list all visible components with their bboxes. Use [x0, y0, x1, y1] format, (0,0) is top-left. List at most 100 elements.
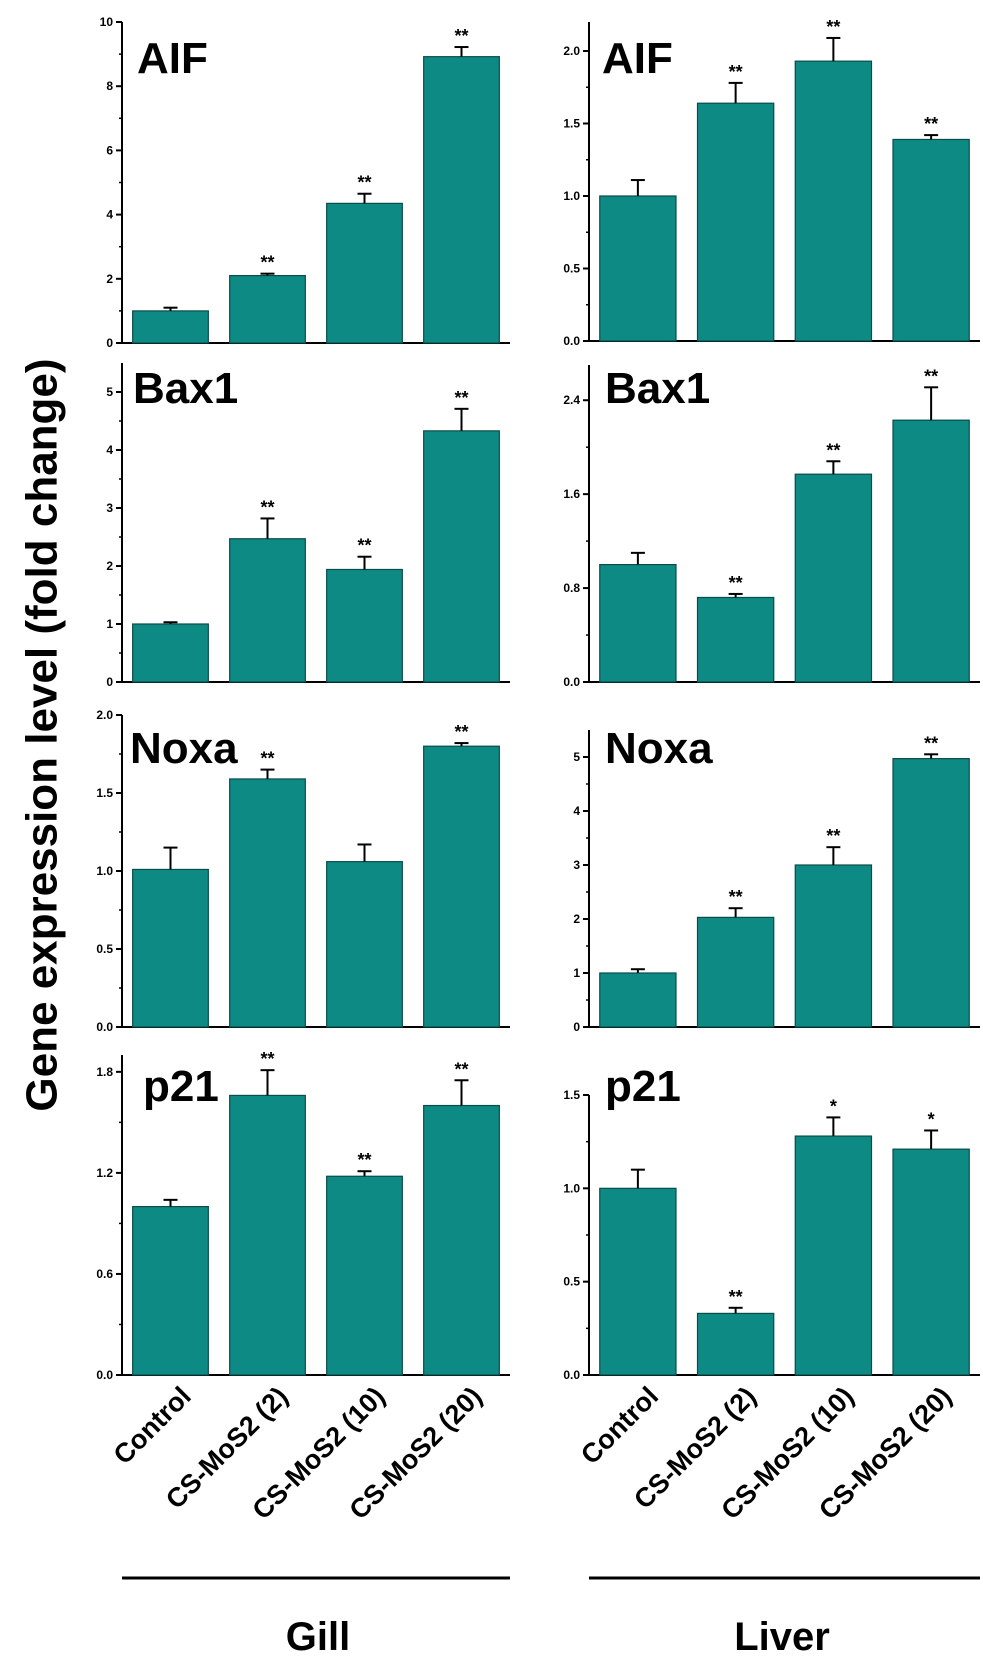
panel-gill-aif: 0 2 4 6 8 10 ** ** ** AIF	[100, 15, 510, 350]
y-tick-label: 4	[106, 208, 113, 222]
significance-mark: **	[729, 887, 743, 907]
significance-mark: **	[454, 1059, 468, 1079]
bar	[599, 1187, 677, 1376]
y-tick-label: 0.0	[563, 334, 580, 348]
bar	[326, 202, 403, 344]
bar	[892, 758, 970, 1028]
significance-mark: **	[260, 253, 274, 273]
y-tick-label: 8	[106, 79, 113, 93]
significance-mark: **	[260, 749, 274, 769]
y-tick-label: 1.0	[96, 864, 113, 878]
y-tick-label: 0	[106, 675, 113, 689]
y-tick-label: 2	[106, 559, 113, 573]
y-tick-label: 5	[573, 750, 580, 764]
panel-liver-bax1: 0.0 0.8 1.6 2.4 ** ** ** Bax1	[563, 364, 980, 689]
bar	[696, 916, 775, 1028]
y-tick-label: 0.0	[96, 1368, 113, 1382]
y-tick-label: 1.5	[563, 117, 580, 131]
significance-mark: **	[357, 536, 371, 556]
panel-liver-p21: 0.00.51.01.5****p21	[563, 1062, 980, 1382]
y-tick-label: 0.5	[563, 1275, 580, 1289]
y-tick-label: 1	[573, 966, 580, 980]
panel-gill-bax1: 0 1 2 3 4 5 ** ** ** Bax1	[106, 363, 510, 689]
significance-mark: **	[454, 722, 468, 742]
y-tick-label: 0.8	[563, 581, 580, 595]
bar	[892, 419, 970, 683]
y-tick-label: 2.0	[96, 708, 113, 722]
y-tick-label: 1.5	[563, 1088, 580, 1102]
bar	[794, 60, 873, 342]
bar	[423, 745, 500, 1028]
bar	[794, 864, 873, 1028]
bar	[229, 778, 306, 1028]
bar	[132, 868, 209, 1028]
bar	[892, 1148, 970, 1376]
bar	[423, 56, 500, 344]
significance-mark: **	[924, 733, 938, 753]
bar	[229, 274, 306, 344]
bar	[599, 563, 677, 683]
significance-mark: **	[454, 388, 468, 408]
y-tick-label: 1.5	[96, 786, 113, 800]
panel-title: Noxa	[130, 724, 238, 773]
significance-mark: **	[729, 62, 743, 82]
significance-mark: **	[729, 573, 743, 593]
significance-mark: **	[826, 826, 840, 846]
y-tick-label: 4	[573, 804, 580, 818]
significance-mark: **	[357, 173, 371, 193]
bar	[423, 1104, 500, 1376]
panel-title: Bax1	[605, 364, 710, 413]
significance-mark: **	[357, 1150, 371, 1170]
y-tick-label: 0.0	[563, 1368, 580, 1382]
y-tick-label: 0.6	[96, 1267, 113, 1281]
panel-title: Bax1	[133, 364, 238, 413]
y-axis-title: Gene expression level (fold change)	[18, 358, 67, 1111]
y-tick-label: 1.2	[96, 1166, 113, 1180]
y-tick-label: 1.0	[563, 189, 580, 203]
panel-title: AIF	[602, 34, 673, 83]
bar	[794, 1135, 873, 1376]
bar	[132, 1205, 209, 1376]
bar	[229, 538, 306, 683]
y-tick-label: 0	[573, 1020, 580, 1034]
panel-title: AIF	[137, 34, 208, 83]
significance-mark: *	[830, 1096, 837, 1116]
y-tick-label: 0.0	[563, 675, 580, 689]
significance-mark: *	[928, 1109, 935, 1129]
y-tick-label: 2	[106, 272, 113, 286]
bar	[132, 310, 209, 344]
bar	[326, 568, 403, 683]
y-tick-label: 1.0	[563, 1181, 580, 1195]
category-label: Control	[575, 1381, 664, 1470]
y-tick-label: 1.6	[563, 487, 580, 501]
panel-title: p21	[605, 1062, 681, 1111]
group-label-liver: Liver	[734, 1615, 830, 1659]
significance-mark: **	[729, 1287, 743, 1307]
y-tick-label: 3	[106, 501, 113, 515]
panel-title: p21	[143, 1062, 219, 1111]
panel-liver-noxa: 0 1 2 3 4 5 ** ** ** Noxa	[573, 724, 980, 1034]
bar	[696, 102, 775, 342]
y-tick-label: 0.5	[563, 262, 580, 276]
panel-title: Noxa	[605, 724, 713, 773]
significance-mark: **	[260, 497, 274, 517]
bar	[892, 138, 970, 342]
y-tick-label: 0.5	[96, 942, 113, 956]
y-tick-label: 2.0	[563, 44, 580, 58]
y-tick-label: 4	[106, 443, 113, 457]
significance-mark: **	[260, 1049, 274, 1069]
y-tick-label: 2	[573, 912, 580, 926]
significance-mark: **	[826, 440, 840, 460]
y-tick-label: 6	[106, 143, 113, 157]
y-tick-label: 3	[573, 858, 580, 872]
category-label: Control	[108, 1381, 197, 1470]
y-tick-label: 1.8	[96, 1065, 113, 1079]
significance-mark: **	[924, 114, 938, 134]
y-tick-label: 5	[106, 385, 113, 399]
y-tick-label: 1	[106, 617, 113, 631]
significance-mark: **	[454, 26, 468, 46]
panels: 0246810******AIF0.00.51.01.52.0******AIF…	[96, 15, 980, 1382]
bar	[599, 972, 677, 1028]
